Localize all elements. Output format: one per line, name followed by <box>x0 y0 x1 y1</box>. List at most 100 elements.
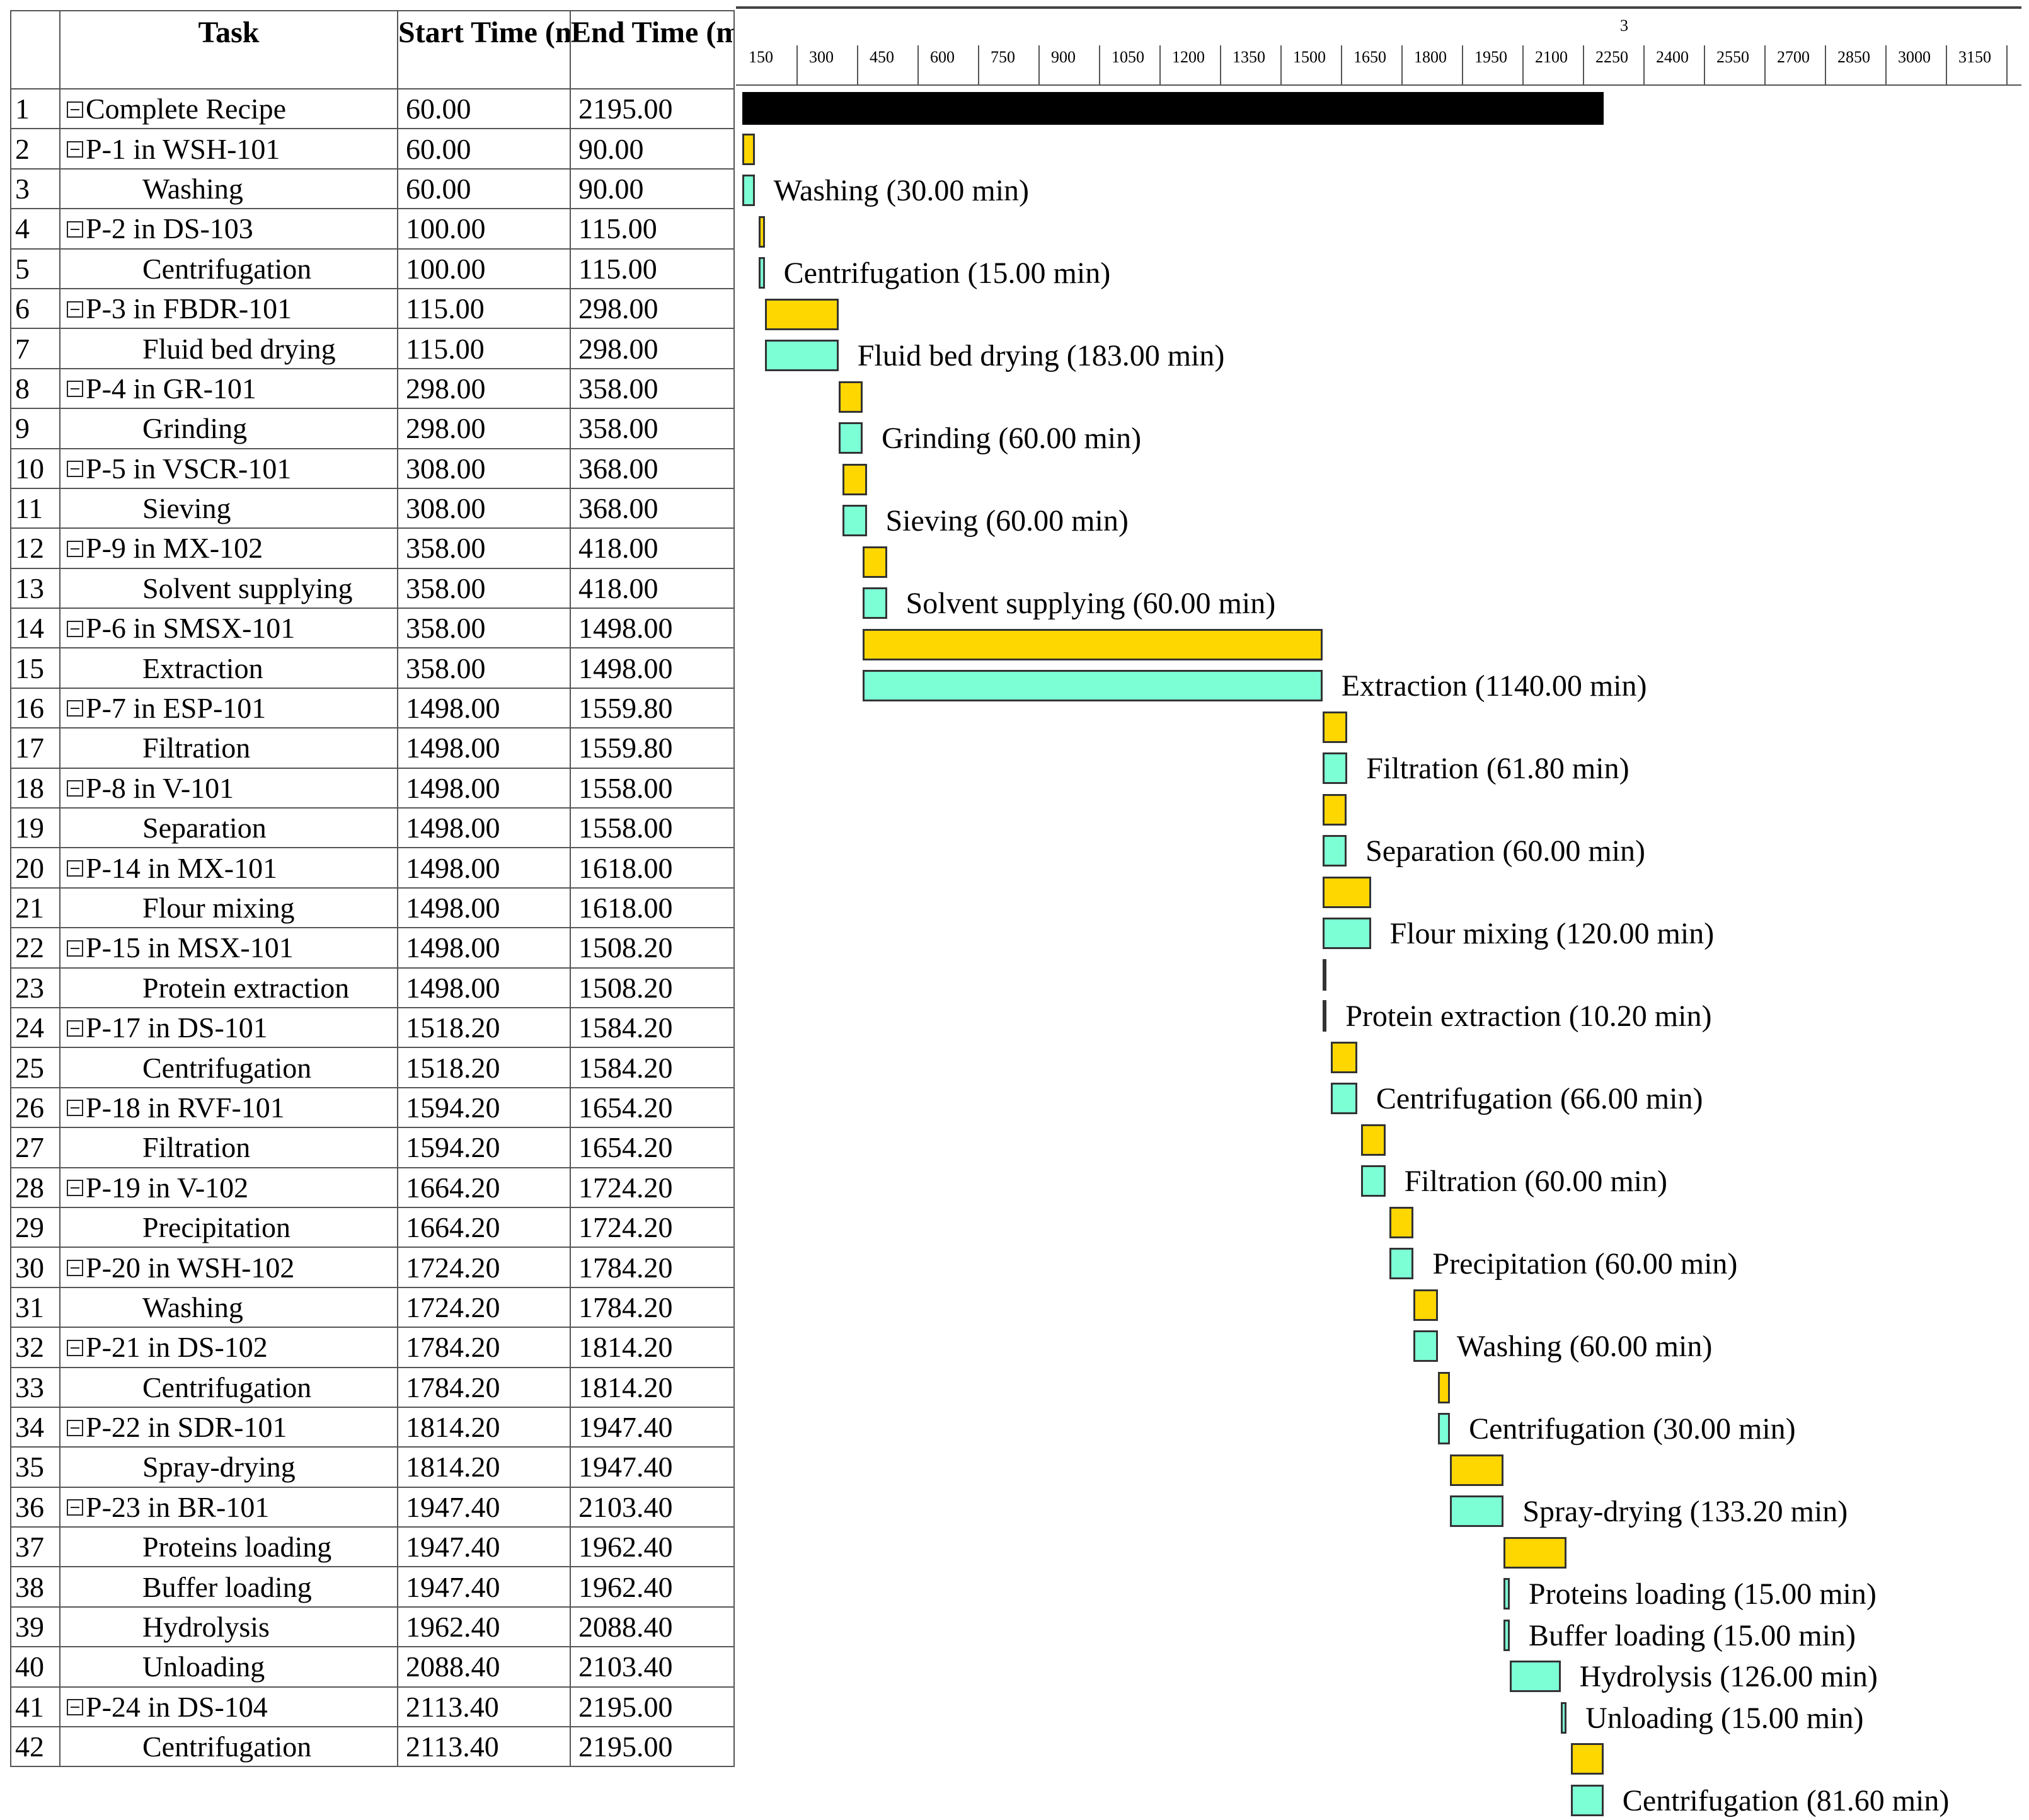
start-time-cell[interactable]: 358.00 <box>397 608 571 649</box>
collapse-icon[interactable] <box>67 101 83 118</box>
task-cell[interactable]: P-8 in V-101 <box>59 767 398 809</box>
operation-bar[interactable] <box>1389 1248 1414 1279</box>
end-time-cell[interactable]: 1558.00 <box>570 807 735 849</box>
task-cell[interactable]: Protein extraction <box>59 967 398 1008</box>
operation-bar[interactable] <box>1322 918 1371 949</box>
table-row[interactable]: 31 Washing 1724.20 1784.20 <box>10 1286 735 1328</box>
collapse-icon[interactable] <box>67 1499 83 1516</box>
start-time-cell[interactable]: 298.00 <box>397 367 571 410</box>
end-time-cell[interactable]: 298.00 <box>570 328 735 369</box>
start-time-cell[interactable]: 1724.20 <box>397 1247 571 1288</box>
table-row[interactable]: 12 P-9 in MX-102 358.00 418.00 <box>10 527 735 569</box>
end-time-cell[interactable]: 2103.40 <box>570 1486 735 1528</box>
operation-bar[interactable] <box>1503 1578 1510 1610</box>
task-cell[interactable]: Fluid bed drying <box>59 328 398 369</box>
start-time-cell[interactable]: 1664.20 <box>397 1206 571 1248</box>
task-cell[interactable]: Washing <box>59 168 398 210</box>
procedure-bar[interactable] <box>1322 876 1371 908</box>
end-time-cell[interactable]: 1724.20 <box>570 1166 735 1208</box>
task-cell[interactable]: P-22 in SDR-101 <box>59 1406 398 1448</box>
start-time-cell[interactable]: 60.00 <box>397 128 571 170</box>
end-time-cell[interactable]: 368.00 <box>570 447 735 489</box>
task-cell[interactable]: P-23 in BR-101 <box>59 1486 398 1528</box>
operation-bar[interactable] <box>1361 1165 1386 1197</box>
table-row[interactable]: 8 P-4 in GR-101 298.00 358.00 <box>10 367 735 410</box>
task-cell[interactable]: Separation <box>59 807 398 849</box>
task-cell[interactable]: P-24 in DS-104 <box>59 1686 398 1728</box>
table-row[interactable]: 4 P-2 in DS-103 100.00 115.00 <box>10 208 735 250</box>
operation-bar[interactable] <box>1437 1413 1451 1444</box>
task-cell[interactable]: Buffer loading <box>59 1566 398 1608</box>
table-row[interactable]: 38 Buffer loading 1947.40 1962.40 <box>10 1566 735 1608</box>
procedure-bar[interactable] <box>838 381 863 413</box>
table-row[interactable]: 5 Centrifugation 100.00 115.00 <box>10 248 735 289</box>
start-time-cell[interactable]: 1498.00 <box>397 687 571 729</box>
start-time-cell[interactable]: 1498.00 <box>397 927 571 969</box>
collapse-icon[interactable] <box>67 221 83 238</box>
table-row[interactable]: 34 P-22 in SDR-101 1814.20 1947.40 <box>10 1406 735 1448</box>
end-time-cell[interactable]: 1724.20 <box>570 1206 735 1248</box>
end-time-cell[interactable]: 1559.80 <box>570 727 735 769</box>
table-row[interactable]: 23 Protein extraction 1498.00 1508.20 <box>10 967 735 1008</box>
operation-bar[interactable] <box>764 340 839 371</box>
table-row[interactable]: 13 Solvent supplying 358.00 418.00 <box>10 567 735 609</box>
procedure-bar[interactable] <box>842 463 867 495</box>
end-time-cell[interactable]: 418.00 <box>570 527 735 569</box>
procedure-bar[interactable] <box>863 628 1323 660</box>
end-time-cell[interactable]: 298.00 <box>570 287 735 330</box>
start-time-cell[interactable]: 298.00 <box>397 408 571 449</box>
end-time-cell[interactable]: 1618.00 <box>570 847 735 889</box>
end-time-cell[interactable]: 1508.20 <box>570 967 735 1008</box>
collapse-icon[interactable] <box>67 940 83 957</box>
table-row[interactable]: 30 P-20 in WSH-102 1724.20 1784.20 <box>10 1247 735 1288</box>
table-row[interactable]: 40 Unloading 2088.40 2103.40 <box>10 1646 735 1688</box>
start-time-cell[interactable]: 1498.00 <box>397 967 571 1008</box>
task-cell[interactable]: Precipitation <box>59 1206 398 1248</box>
end-time-cell[interactable]: 2088.40 <box>570 1606 735 1648</box>
task-cell[interactable]: P-4 in GR-101 <box>59 367 398 410</box>
start-time-cell[interactable]: 1962.40 <box>397 1606 571 1648</box>
table-row[interactable]: 41 P-24 in DS-104 2113.40 2195.00 <box>10 1686 735 1728</box>
table-row[interactable]: 1 Complete Recipe 60.00 2195.00 <box>10 88 735 130</box>
end-time-cell[interactable]: 2103.40 <box>570 1646 735 1688</box>
task-cell[interactable]: Solvent supplying <box>59 567 398 609</box>
operation-bar[interactable] <box>759 257 765 289</box>
start-time-cell[interactable]: 358.00 <box>397 567 571 609</box>
end-time-cell[interactable]: 358.00 <box>570 408 735 449</box>
collapse-icon[interactable] <box>67 141 83 158</box>
collapse-icon[interactable] <box>67 1180 83 1197</box>
start-time-cell[interactable]: 1724.20 <box>397 1286 571 1328</box>
procedure-bar[interactable] <box>1503 1536 1567 1569</box>
end-time-cell[interactable]: 1559.80 <box>570 687 735 729</box>
start-time-cell[interactable]: 1814.20 <box>397 1446 571 1488</box>
end-time-cell[interactable]: 1784.20 <box>570 1247 735 1288</box>
procedure-bar[interactable] <box>1330 1041 1357 1073</box>
procedure-bar[interactable] <box>764 298 839 330</box>
end-time-cell[interactable]: 1508.20 <box>570 927 735 969</box>
table-row[interactable]: 42 Centrifugation 2113.40 2195.00 <box>10 1726 735 1768</box>
end-time-cell[interactable]: 1814.20 <box>570 1327 735 1368</box>
operation-bar[interactable] <box>838 422 863 454</box>
start-time-cell[interactable]: 1498.00 <box>397 767 571 809</box>
operation-bar[interactable] <box>1322 835 1347 867</box>
end-time-cell[interactable]: 1654.20 <box>570 1127 735 1168</box>
table-row[interactable]: 25 Centrifugation 1518.20 1584.20 <box>10 1047 735 1088</box>
task-cell[interactable]: P-9 in MX-102 <box>59 527 398 569</box>
task-cell[interactable]: Flour mixing <box>59 887 398 929</box>
task-cell[interactable]: Centrifugation <box>59 1366 398 1408</box>
start-time-cell[interactable]: 2113.40 <box>397 1726 571 1768</box>
collapse-icon[interactable] <box>67 1020 83 1037</box>
start-time-cell[interactable]: 1784.20 <box>397 1327 571 1368</box>
procedure-bar[interactable] <box>742 133 755 165</box>
start-time-cell[interactable]: 1498.00 <box>397 887 571 929</box>
collapse-icon[interactable] <box>67 620 83 637</box>
operation-bar[interactable] <box>1570 1784 1604 1816</box>
task-cell[interactable]: Extraction <box>59 647 398 689</box>
task-cell[interactable]: P-20 in WSH-102 <box>59 1247 398 1288</box>
operation-bar[interactable] <box>863 587 887 619</box>
table-row[interactable]: 24 P-17 in DS-101 1518.20 1584.20 <box>10 1006 735 1049</box>
collapse-icon[interactable] <box>67 301 83 318</box>
start-time-cell[interactable]: 308.00 <box>397 487 571 529</box>
operation-bar[interactable] <box>742 175 755 206</box>
task-cell[interactable]: Sieving <box>59 487 398 529</box>
